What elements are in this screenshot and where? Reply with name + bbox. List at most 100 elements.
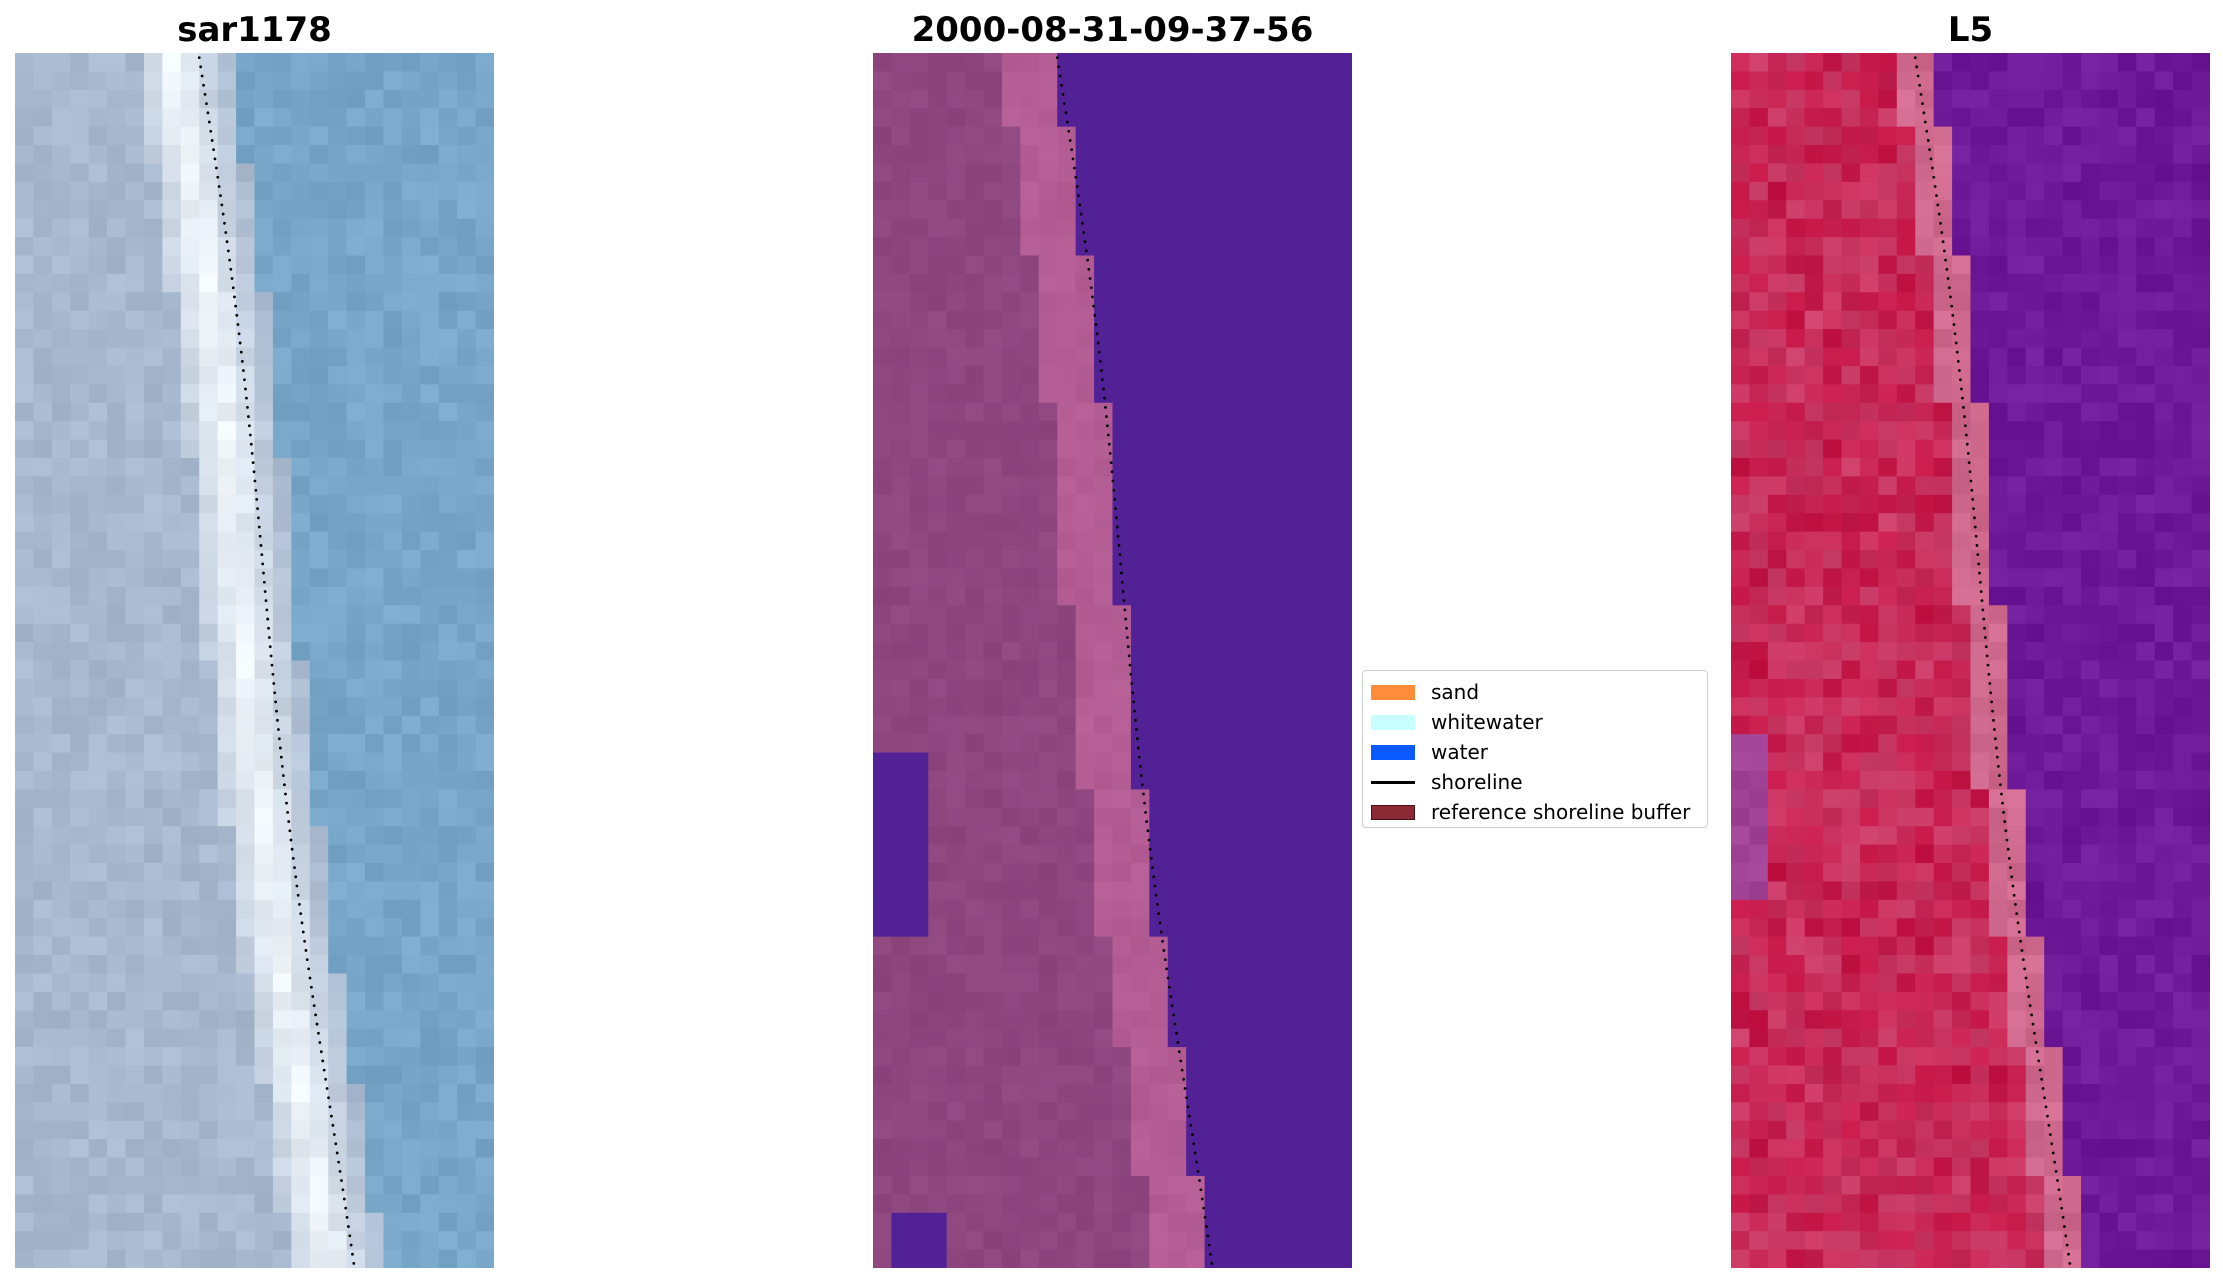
shoreline-point <box>1964 433 1968 437</box>
shoreline-point <box>332 1133 336 1136</box>
shoreline-point <box>1994 746 1998 750</box>
shoreline-point <box>1995 755 1999 759</box>
shoreline-point <box>1156 903 1159 906</box>
shoreline-point <box>207 120 211 124</box>
shoreline-point <box>1159 930 1163 934</box>
water-swatch <box>1371 744 1415 760</box>
shoreline-point <box>2012 893 2016 897</box>
shoreline-point <box>2005 838 2009 842</box>
shoreline-point <box>1143 801 1146 805</box>
shoreline-point <box>334 1142 338 1146</box>
rgb-image <box>15 53 494 1268</box>
shoreline-point <box>1919 93 1923 96</box>
shoreline-point <box>2068 1262 2072 1265</box>
shoreline-point <box>2003 820 2007 823</box>
shoreline-point <box>1182 1077 1186 1081</box>
shoreline-point <box>1142 792 1145 796</box>
shoreline-point <box>1072 166 1076 170</box>
shoreline-point <box>1933 185 1937 188</box>
shoreline-point <box>250 452 254 455</box>
shoreline-point <box>1057 65 1061 69</box>
shoreline-point <box>237 332 241 336</box>
shoreline-point <box>1106 433 1110 437</box>
shoreline-point <box>262 580 266 584</box>
shoreline-point <box>1109 461 1113 464</box>
shoreline-point <box>1973 516 1976 520</box>
shoreline-point <box>1185 1096 1188 1100</box>
shoreline-point <box>230 277 234 280</box>
shoreline-point <box>1061 93 1065 96</box>
shoreline-point <box>1088 277 1092 280</box>
shoreline-point <box>305 958 309 962</box>
shoreline-point <box>260 553 264 557</box>
shoreline-point <box>2046 1114 2049 1118</box>
shoreline-point <box>1983 626 1986 630</box>
shoreline-point <box>1087 267 1091 271</box>
shoreline-point <box>1124 617 1128 621</box>
shoreline-point <box>272 682 276 685</box>
shoreline-point <box>1976 553 1980 557</box>
shoreline-point <box>2004 829 2008 833</box>
shoreline-point <box>314 1013 317 1017</box>
shoreline-point <box>1916 74 1920 78</box>
shoreline-point <box>2019 939 2022 943</box>
shoreline-point <box>210 139 214 142</box>
shoreline-point <box>1186 1105 1190 1109</box>
shoreline-point <box>271 672 275 676</box>
shoreline-point <box>275 709 278 713</box>
shoreline-point <box>295 884 299 888</box>
shoreline-point <box>1081 221 1084 225</box>
shoreline-point <box>1060 83 1063 87</box>
shoreline-point <box>1932 175 1936 179</box>
shoreline-point <box>266 617 270 621</box>
shoreline-point <box>1095 332 1099 336</box>
shoreline-point <box>1199 1188 1203 1192</box>
shoreline-point <box>1134 718 1137 722</box>
shoreline-point <box>1145 820 1149 823</box>
shoreline-point <box>2014 903 2017 906</box>
index-image <box>1731 53 2210 1268</box>
shoreline-point <box>1921 102 1924 106</box>
shoreline-point <box>341 1188 345 1192</box>
shoreline-point <box>277 728 280 731</box>
shoreline-point <box>1079 212 1083 216</box>
shoreline-point <box>1074 175 1078 179</box>
shoreline-point <box>284 792 287 796</box>
shoreline-point <box>216 175 220 179</box>
shoreline-point <box>2041 1087 2045 1090</box>
shoreline-point <box>259 544 263 547</box>
shoreline-point <box>2000 792 2003 796</box>
shoreline-point <box>2023 967 2027 971</box>
shoreline-point <box>1165 967 1169 971</box>
shoreline-point <box>239 350 243 354</box>
shoreline-point <box>2002 810 2006 814</box>
shoreline-point <box>2034 1041 2038 1044</box>
shoreline-point <box>1990 700 1993 704</box>
shoreline-point <box>1177 1050 1181 1054</box>
shoreline-point <box>1941 240 1945 244</box>
shoreline-point <box>296 893 300 897</box>
shoreline-point <box>245 396 248 400</box>
shoreline-point <box>1957 369 1961 372</box>
shoreline-point <box>2027 995 2031 998</box>
shoreline-point <box>1075 185 1079 188</box>
shoreline-point <box>1121 590 1125 593</box>
shoreline-point <box>1137 755 1141 759</box>
classified-image-panel <box>873 53 1352 1268</box>
shoreline-point <box>1935 194 1938 198</box>
shoreline-point <box>294 875 298 879</box>
shoreline-point <box>2056 1179 2059 1182</box>
shoreline-point <box>290 847 294 851</box>
shoreline-point <box>1963 415 1966 418</box>
shoreline-point <box>289 838 293 842</box>
shoreline-point <box>1980 599 1984 603</box>
shoreline-point <box>1981 608 1985 612</box>
shoreline-point <box>304 949 308 952</box>
shoreline-point <box>1136 746 1140 750</box>
shoreline-point <box>1202 1206 1206 1210</box>
shoreline-point <box>2006 847 2010 851</box>
shoreline-point <box>247 415 250 418</box>
shoreline-point <box>241 369 245 372</box>
shoreline-point <box>268 645 272 649</box>
shoreline-point <box>219 194 222 198</box>
